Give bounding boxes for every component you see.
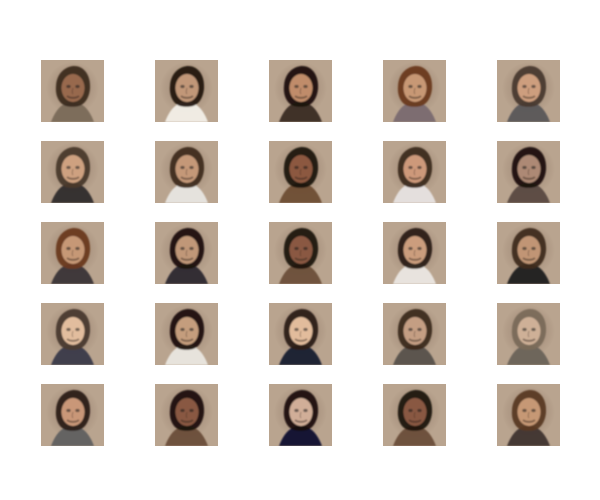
face-tile-r2-c1	[41, 141, 104, 203]
face-tile-r3-c1	[41, 222, 104, 284]
face-tile-r5-c5	[497, 384, 560, 446]
face-tile-r4-c4	[383, 303, 446, 365]
face-tile-r1-c1	[41, 60, 104, 122]
face-tile-r3-c4	[383, 222, 446, 284]
face-tile-r1-c4	[383, 60, 446, 122]
face-portrait-icon	[269, 60, 332, 122]
face-tile-r4-c2	[155, 303, 218, 365]
face-portrait-icon	[41, 303, 104, 365]
face-tile-r4-c3	[269, 303, 332, 365]
face-tile-r5-c4	[383, 384, 446, 446]
face-portrait-icon	[269, 384, 332, 446]
face-portrait-icon	[383, 384, 446, 446]
face-portrait-icon	[155, 303, 218, 365]
face-portrait-icon	[41, 222, 104, 284]
face-tile-r1-c5	[497, 60, 560, 122]
face-portrait-icon	[497, 222, 560, 284]
face-tile-r2-c2	[155, 141, 218, 203]
face-portrait-icon	[383, 60, 446, 122]
face-portrait-icon	[497, 60, 560, 122]
face-portrait-icon	[269, 222, 332, 284]
face-portrait-icon	[269, 303, 332, 365]
face-portrait-icon	[269, 141, 332, 203]
face-portrait-icon	[41, 384, 104, 446]
face-tile-r1-c2	[155, 60, 218, 122]
face-portrait-icon	[497, 141, 560, 203]
face-portrait-icon	[383, 222, 446, 284]
face-tile-r2-c4	[383, 141, 446, 203]
face-portrait-icon	[41, 60, 104, 122]
face-portrait-icon	[155, 384, 218, 446]
face-portrait-icon	[155, 222, 218, 284]
face-portrait-icon	[497, 384, 560, 446]
face-tile-r4-c5	[497, 303, 560, 365]
face-tile-r3-c2	[155, 222, 218, 284]
face-portrait-icon	[155, 141, 218, 203]
face-tile-r3-c3	[269, 222, 332, 284]
face-portrait-icon	[497, 303, 560, 365]
face-tile-r2-c3	[269, 141, 332, 203]
face-tile-r2-c5	[497, 141, 560, 203]
face-tile-r1-c3	[269, 60, 332, 122]
face-portrait-icon	[41, 141, 104, 203]
face-tile-r3-c5	[497, 222, 560, 284]
face-tile-r5-c1	[41, 384, 104, 446]
face-portrait-icon	[383, 303, 446, 365]
face-portrait-icon	[383, 141, 446, 203]
face-portrait-icon	[155, 60, 218, 122]
face-tile-r4-c1	[41, 303, 104, 365]
face-tile-r5-c3	[269, 384, 332, 446]
face-tile-r5-c2	[155, 384, 218, 446]
